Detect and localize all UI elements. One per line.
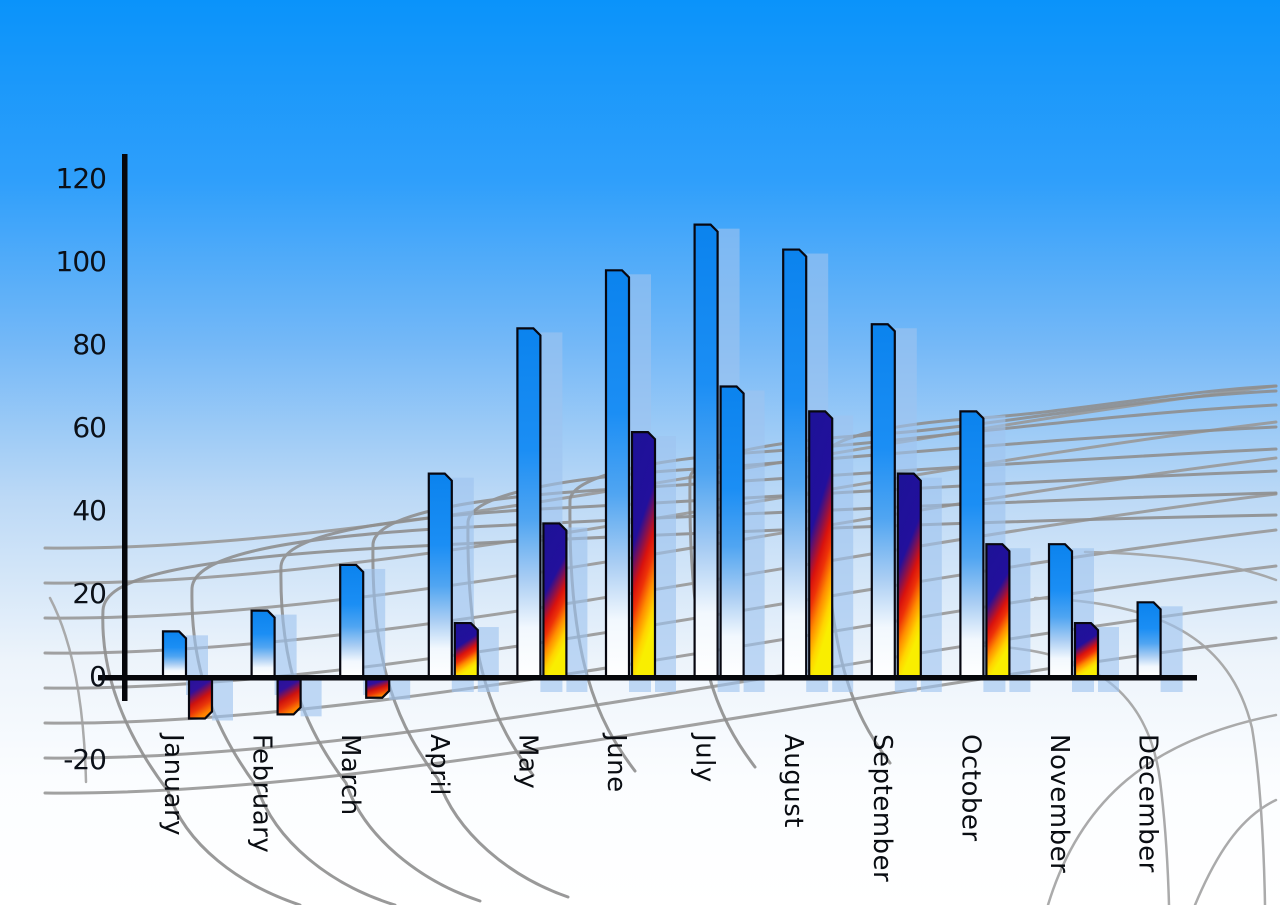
x-axis-label-september: September [866,734,897,883]
ghost-june-accent [655,436,676,692]
y-axis-tick-20: 20 [72,577,107,610]
bar-august-main [782,248,808,679]
bar-january-main [161,630,188,679]
bar-november-accent [1073,621,1100,679]
x-axis-line [98,675,1197,681]
y-axis-line [122,154,128,701]
y-axis-tick-60: 60 [72,411,107,444]
bar-july-main [693,223,719,679]
ghost-july-accent [743,390,765,692]
y-axis-tick-100: 100 [55,245,107,278]
x-axis-label-february: February [246,734,277,854]
ghost-august-accent [832,415,854,692]
y-axis-tick-40: 40 [72,494,107,527]
bar-april-main [427,472,453,679]
ghost-march-main [363,568,386,695]
ghost-october-accent [1009,548,1031,692]
x-axis-label-march: March [335,734,366,816]
bar-october-accent [985,543,1011,679]
bar-june-main [604,269,631,679]
bar-february-main [250,609,276,679]
bar-september-accent [896,472,922,679]
x-axis-label-october: October [955,734,986,842]
bar-august-accent [808,410,834,679]
ghost-january-accent [212,679,233,721]
x-axis-label-april: April [423,734,454,796]
bars-group [161,223,1183,721]
bar-march-main [339,563,365,679]
bar-july-accent [719,385,745,679]
bar-june-accent [630,431,657,679]
x-axis-label-january: January [158,734,188,837]
ghost-november-accent [1098,627,1119,692]
x-axis-label-august: August [778,734,809,828]
x-axis-label-june: June [601,734,631,793]
bar-october-main [959,410,985,679]
ghost-december-main [1160,606,1183,692]
ghost-march-accent [389,679,411,700]
ghost-may-accent [566,527,588,692]
bar-september-main [870,323,896,679]
bar-january-accent [187,676,214,720]
axes [98,154,1197,701]
x-axis-label-july: July [689,734,720,783]
bar-march-accent [365,676,391,699]
ghost-february-accent [300,679,322,717]
x-axis-label-november: November [1044,734,1074,874]
bar-april-accent [453,621,479,679]
bar-december-main [1136,601,1162,679]
ghost-april-accent [477,627,499,692]
bar-may-main [516,327,542,679]
y-axis-tick-120: 120 [55,162,107,195]
bar-february-accent [276,676,302,716]
y-axis-tick-0: 0 [89,660,107,693]
bar-november-main [1047,543,1074,679]
x-axis-label-december: December [1132,734,1163,873]
bar-may-accent [542,522,568,679]
y-axis-tick-80: 80 [72,328,107,361]
y-axis-tick--20: -20 [63,743,107,776]
ghost-september-accent [920,477,942,692]
ghost-february-main [274,614,297,695]
x-axis-label-may: May [512,734,543,790]
